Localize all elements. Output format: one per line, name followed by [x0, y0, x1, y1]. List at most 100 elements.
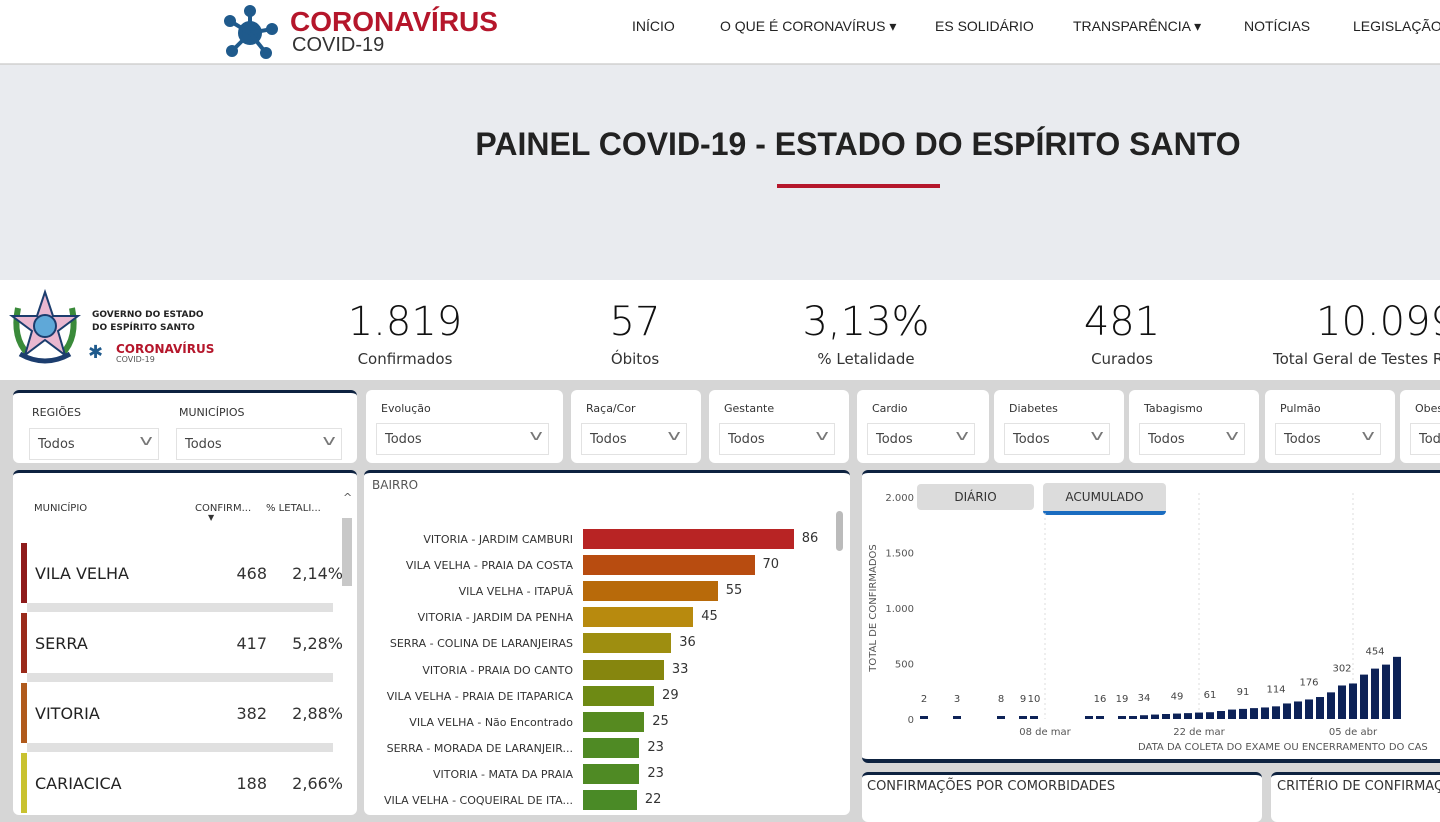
chart-bar[interactable]	[1294, 701, 1302, 719]
state-coat-of-arms-icon	[9, 288, 81, 364]
filter-dropdown[interactable]: Todos v	[1275, 423, 1381, 455]
bar-label: VITORIA - JARDIM DA PENHA	[417, 611, 573, 625]
nav-noticias[interactable]: NOTÍCIAS	[1244, 18, 1311, 34]
filter-dropdown[interactable]: Todos v	[376, 423, 549, 455]
scrollbar-thumb[interactable]	[342, 518, 352, 586]
chart-bar[interactable]	[1195, 712, 1203, 719]
chart-bar[interactable]	[1096, 716, 1104, 719]
nav-es-solidario[interactable]: ES SOLIDÁRIO	[935, 18, 1034, 34]
kpi-label: Óbitos	[610, 350, 660, 368]
bar[interactable]	[583, 737, 640, 758]
chart-bar[interactable]	[1217, 711, 1225, 719]
scroll-up-icon[interactable]: ^	[343, 491, 353, 504]
chart-bar[interactable]	[1371, 668, 1379, 719]
bar-value: 55	[725, 583, 743, 599]
regioes-dropdown[interactable]: Todos v	[29, 428, 159, 460]
gov-brand-sub: COVID-19	[116, 355, 155, 364]
bar[interactable]	[583, 711, 645, 732]
filter-card-4: Diabetes Todos v	[994, 390, 1124, 463]
chart-bar[interactable]	[1360, 674, 1368, 719]
y-tick-label: 0	[908, 715, 914, 726]
filter-card-2: Gestante Todos v	[709, 390, 849, 463]
chart-bar[interactable]	[1085, 716, 1093, 719]
chart-bar[interactable]	[1393, 656, 1401, 719]
filter-dropdown[interactable]: Todos v	[1139, 423, 1245, 455]
chart-bar[interactable]	[997, 716, 1005, 719]
gov-line-1: GOVERNO DO ESTADO	[92, 310, 204, 320]
y-tick-label: 1.000	[885, 604, 914, 615]
bar-value: 25	[652, 713, 669, 729]
nav-o-que-e-coronavirus[interactable]: O QUE É CORONAVÍRUS ▾	[720, 18, 897, 34]
chart-bar[interactable]	[1283, 703, 1291, 719]
chart-bar[interactable]	[1261, 707, 1269, 719]
banner: PAINEL COVID-19 - ESTADO DO ESPÍRITO SAN…	[0, 65, 1440, 280]
filter-dropdown[interactable]: Todos v	[581, 423, 687, 455]
chart-bar[interactable]	[1140, 715, 1148, 719]
chart-bar[interactable]	[1382, 664, 1390, 719]
table-row[interactable]: VITORIA 382 2,88%	[21, 683, 343, 743]
toggle-diario[interactable]: DIÁRIO	[917, 484, 1034, 510]
title-underline	[777, 184, 940, 188]
scrollbar-thumb[interactable]	[836, 511, 843, 551]
nav-inicio[interactable]: INÍCIO	[632, 18, 675, 34]
chart-bar[interactable]	[1272, 706, 1280, 719]
kpi-value: 1.819	[347, 299, 463, 345]
nav-legislacao[interactable]: LEGISLAÇÃO	[1353, 18, 1440, 34]
chart-bar[interactable]	[1305, 699, 1313, 719]
bar-value: 23	[647, 765, 664, 781]
criterio-title: CRITÉRIO DE CONFIRMAÇ	[1277, 779, 1440, 794]
bar[interactable]	[583, 659, 664, 680]
chart-bar[interactable]	[1118, 716, 1126, 719]
filter-label: Tabagismo	[1144, 402, 1203, 415]
filter-dropdown[interactable]: Todos v	[1004, 423, 1110, 455]
bar-data-label: 19	[1116, 694, 1129, 705]
bar[interactable]	[583, 555, 755, 576]
row-separator	[27, 603, 333, 612]
chart-bar[interactable]	[1250, 708, 1258, 719]
chart-bar[interactable]	[1327, 692, 1335, 719]
chart-bar[interactable]	[1184, 713, 1192, 719]
bar[interactable]	[583, 529, 794, 549]
filter-card-1: Raça/Cor Todos v	[571, 390, 701, 463]
chart-bar[interactable]	[1338, 685, 1346, 719]
municipios-dropdown[interactable]: Todos v	[176, 428, 342, 460]
filter-dropdown[interactable]: Todos v	[719, 423, 835, 455]
chart-bar[interactable]	[1030, 716, 1038, 719]
chart-bar[interactable]	[1019, 716, 1027, 719]
col-header-letalidade[interactable]: % LETALI...	[266, 503, 321, 514]
chart-bar[interactable]	[953, 716, 961, 719]
chart-bar[interactable]	[1228, 709, 1236, 719]
filter-label: Cardio	[872, 402, 908, 415]
col-header-confirmados[interactable]: CONFIRM...	[195, 503, 252, 514]
chart-bar[interactable]	[1162, 714, 1170, 719]
bar[interactable]	[583, 633, 672, 654]
dropdown-value: Todos	[728, 432, 765, 447]
bar[interactable]	[583, 607, 694, 628]
chart-bar[interactable]	[1316, 697, 1324, 719]
table-row[interactable]: SERRA 417 5,28%	[21, 613, 343, 673]
bar-data-label: 2	[921, 694, 927, 705]
filter-dropdown[interactable]: Todos v	[867, 423, 975, 455]
bar[interactable]	[583, 790, 637, 810]
bar[interactable]	[583, 763, 640, 784]
table-row[interactable]: CARIACICA 188 2,66%	[21, 753, 343, 813]
chevron-down-icon: v	[139, 433, 153, 449]
chart-bar[interactable]	[1173, 713, 1181, 719]
chart-bar[interactable]	[1151, 714, 1159, 719]
bar-label: VILA VELHA - PRAIA DA COSTA	[405, 559, 573, 573]
bar[interactable]	[583, 581, 718, 602]
chart-bar[interactable]	[1239, 708, 1247, 719]
dropdown-value: Todos	[385, 432, 422, 447]
dropdown-value: Todos	[1284, 432, 1321, 447]
nav-transparencia[interactable]: TRANSPARÊNCIA ▾	[1073, 18, 1202, 34]
filter-dropdown[interactable]: Tod	[1410, 423, 1440, 455]
chart-bar[interactable]	[1206, 712, 1214, 719]
filter-label: Pulmão	[1280, 402, 1321, 415]
chart-bar[interactable]	[1129, 716, 1137, 719]
chart-bar[interactable]	[920, 716, 928, 719]
chart-bar[interactable]	[1349, 683, 1357, 719]
bar[interactable]	[583, 685, 655, 706]
toggle-acumulado[interactable]: ACUMULADO	[1043, 483, 1166, 515]
col-header-municipio[interactable]: MUNICÍPIO	[34, 503, 88, 514]
table-row[interactable]: VILA VELHA 468 2,14%	[21, 543, 343, 603]
